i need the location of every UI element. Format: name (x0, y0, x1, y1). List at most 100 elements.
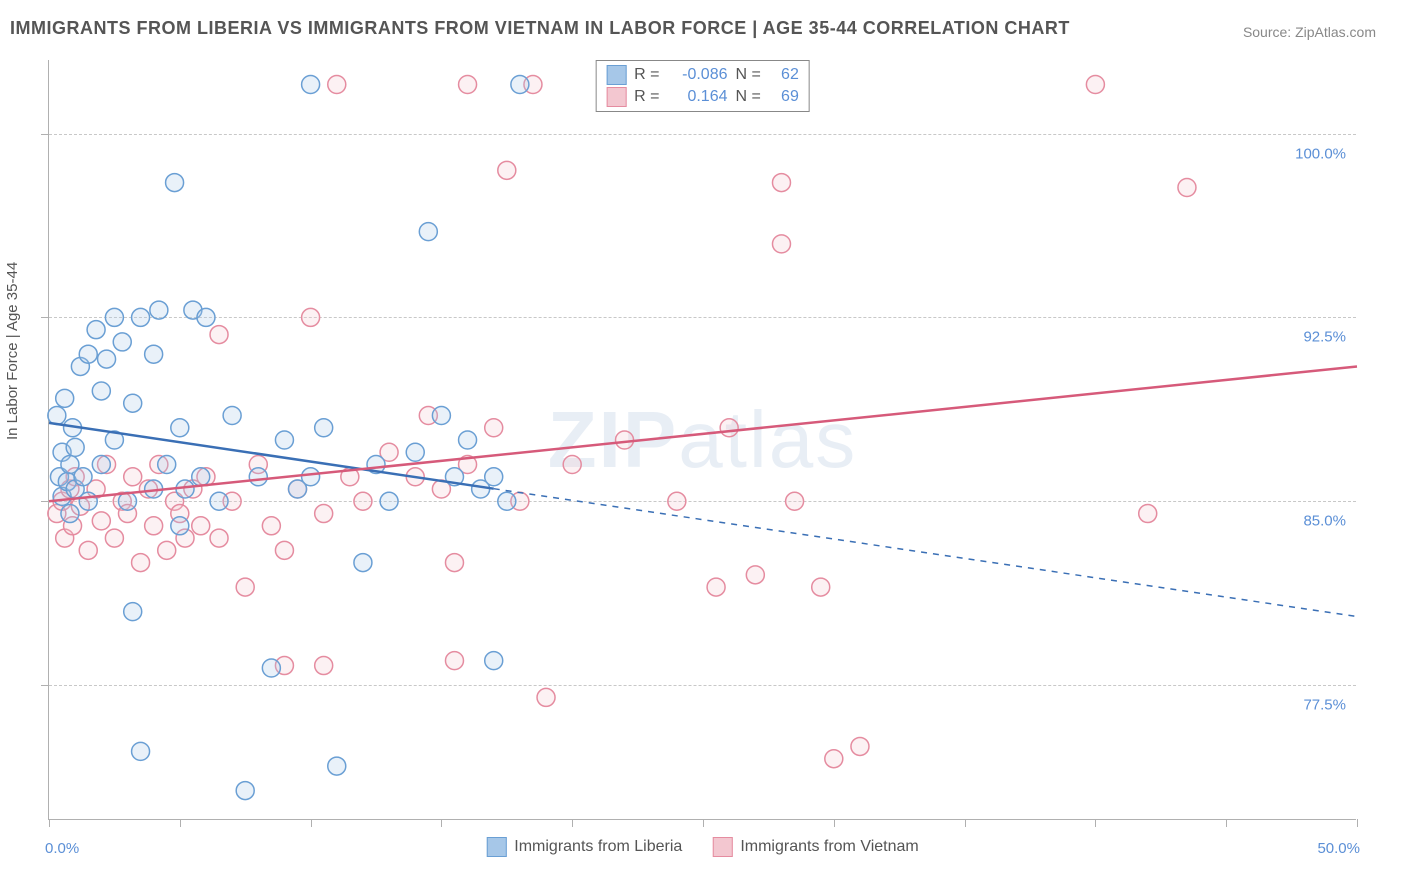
data-point (445, 652, 463, 670)
data-point (262, 517, 280, 535)
x-tick (1226, 819, 1227, 827)
data-point (210, 326, 228, 344)
data-point (124, 468, 142, 486)
data-point (746, 566, 764, 584)
data-point (1178, 178, 1196, 196)
data-point (616, 431, 634, 449)
legend-row-vietnam: R = 0.164 N = 69 (606, 87, 799, 107)
data-point (498, 492, 516, 510)
data-point (171, 419, 189, 437)
data-point (432, 406, 450, 424)
data-point (354, 554, 372, 572)
data-point (315, 419, 333, 437)
data-point (74, 468, 92, 486)
data-point (166, 174, 184, 192)
data-point (105, 308, 123, 326)
data-point (113, 333, 131, 351)
data-point (720, 419, 738, 437)
swatch-vietnam (606, 87, 626, 107)
x-tick (311, 819, 312, 827)
data-point (786, 492, 804, 510)
x-tick (180, 819, 181, 827)
trend-line-extrapolated (494, 489, 1357, 617)
x-tick (49, 819, 50, 827)
data-point (707, 578, 725, 596)
data-point (563, 456, 581, 474)
data-point (275, 541, 293, 559)
data-point (171, 517, 189, 535)
x-tick (441, 819, 442, 827)
data-point (48, 406, 66, 424)
x-tick (703, 819, 704, 827)
n-value-liberia: 62 (769, 66, 799, 84)
data-point (851, 737, 869, 755)
data-point (380, 492, 398, 510)
data-point (210, 529, 228, 547)
x-tick (1095, 819, 1096, 827)
data-point (197, 308, 215, 326)
data-point (145, 345, 163, 363)
source-attribution: Source: ZipAtlas.com (1243, 24, 1376, 40)
r-label-2: R = (634, 88, 659, 106)
data-point (105, 529, 123, 547)
x-tick (834, 819, 835, 827)
series-legend: Immigrants from Liberia Immigrants from … (486, 837, 918, 857)
data-point (158, 541, 176, 559)
x-tick (572, 819, 573, 827)
data-point (145, 517, 163, 535)
series-label-liberia: Immigrants from Liberia (514, 838, 682, 856)
series-label-vietnam: Immigrants from Vietnam (740, 838, 918, 856)
data-point (92, 456, 110, 474)
data-point (459, 431, 477, 449)
data-point (302, 308, 320, 326)
x-tick (1357, 819, 1358, 827)
data-point (537, 688, 555, 706)
data-point (668, 492, 686, 510)
data-point (192, 517, 210, 535)
trend-line (49, 366, 1357, 501)
data-point (1139, 505, 1157, 523)
data-point (1086, 76, 1104, 94)
data-point (328, 76, 346, 94)
r-label: R = (634, 66, 659, 84)
legend-item-liberia: Immigrants from Liberia (486, 837, 682, 857)
data-point (825, 750, 843, 768)
data-point (498, 161, 516, 179)
data-point (445, 554, 463, 572)
swatch-vietnam-bottom (712, 837, 732, 857)
plot-area: ZIPatlas 77.5%85.0%92.5%100.0% R = -0.08… (48, 60, 1356, 820)
n-value-vietnam: 69 (769, 88, 799, 106)
legend-row-liberia: R = -0.086 N = 62 (606, 65, 799, 85)
correlation-legend: R = -0.086 N = 62 R = 0.164 N = 69 (595, 60, 810, 112)
data-point (79, 541, 97, 559)
data-point (92, 512, 110, 530)
data-point (249, 468, 267, 486)
data-point (150, 301, 168, 319)
data-point (61, 505, 79, 523)
r-value-liberia: -0.086 (668, 66, 728, 84)
data-point (302, 468, 320, 486)
x-end-label: 50.0% (1317, 840, 1360, 857)
data-point (87, 321, 105, 339)
data-point (223, 406, 241, 424)
data-point (302, 76, 320, 94)
r-value-vietnam: 0.164 (668, 88, 728, 106)
data-point (66, 438, 84, 456)
data-point (124, 603, 142, 621)
data-point (419, 223, 437, 241)
data-point (485, 652, 503, 670)
data-point (236, 578, 254, 596)
data-point (79, 492, 97, 510)
data-point (275, 431, 293, 449)
data-point (511, 76, 529, 94)
data-point (406, 443, 424, 461)
y-axis-label: In Labor Force | Age 35-44 (4, 262, 21, 440)
legend-item-vietnam: Immigrants from Vietnam (712, 837, 918, 857)
data-point (772, 174, 790, 192)
data-point (92, 382, 110, 400)
data-point (772, 235, 790, 253)
data-point (98, 350, 116, 368)
n-label: N = (736, 66, 761, 84)
chart-container: IMMIGRANTS FROM LIBERIA VS IMMIGRANTS FR… (0, 0, 1406, 892)
swatch-liberia-bottom (486, 837, 506, 857)
